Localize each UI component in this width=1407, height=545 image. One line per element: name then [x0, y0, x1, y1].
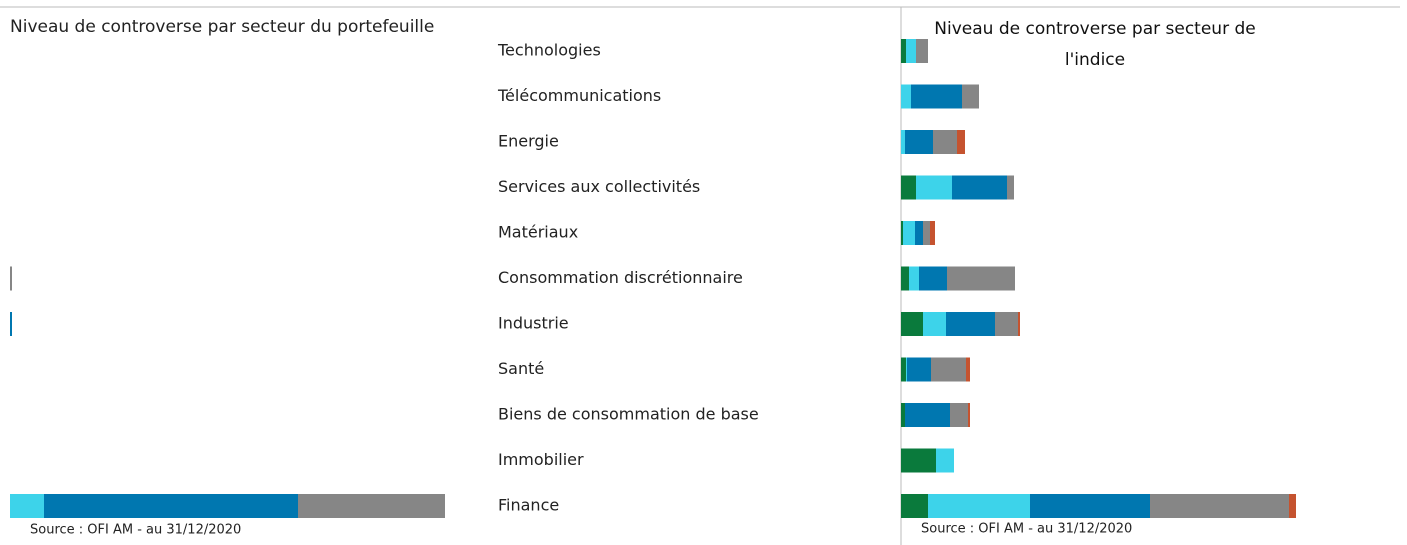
category-label: Industrie [498, 314, 569, 333]
bar-segment [947, 266, 1015, 291]
bar-segment [931, 357, 966, 382]
chart-title: Niveau de controverse par secteur de l'i… [934, 19, 1256, 70]
bar-segment [901, 403, 905, 427]
bar-segment [905, 130, 933, 154]
category-label: Technologies [497, 41, 601, 60]
category-label: Energie [498, 132, 559, 151]
bar-segment [1150, 494, 1289, 518]
bar-segment [1007, 175, 1014, 200]
bar-segment [903, 221, 915, 245]
bar-segment [901, 130, 905, 154]
bar-segment [901, 312, 923, 336]
category-label: Immobilier [498, 450, 584, 469]
bar-segment [906, 357, 907, 382]
category-label: Télécommunications [497, 86, 661, 105]
bar-segment [923, 221, 930, 245]
category-label: Services aux collectivités [498, 177, 700, 196]
bar-segment [933, 130, 957, 154]
category-label: Biens de consommation de base [498, 405, 759, 424]
bar-segment [905, 403, 950, 427]
bar-segment [909, 266, 919, 291]
bar-segment [957, 130, 965, 154]
bar-segment [923, 312, 946, 336]
bar-segment [962, 84, 979, 109]
bar-segment [950, 403, 968, 427]
bar-segment [10, 312, 12, 336]
category-label: Santé [498, 359, 544, 378]
bar-segment [916, 39, 928, 63]
category-label: Matériaux [498, 223, 578, 242]
bar-segment [995, 312, 1018, 336]
bar-segment [919, 266, 947, 291]
bar-segment [901, 84, 911, 109]
bar-segment [44, 494, 298, 518]
bar-segment [901, 221, 903, 245]
bar-segment [901, 39, 906, 63]
bar-segment [968, 403, 970, 427]
bar-segment [915, 221, 923, 245]
bar-segment [906, 39, 916, 63]
bar-segment [936, 448, 954, 473]
bar-segment [901, 266, 909, 291]
bar-segment [952, 175, 1007, 200]
category-label: Finance [498, 496, 559, 515]
bar-segment [907, 357, 931, 382]
bar-segment [946, 312, 995, 336]
bar-segment [1289, 494, 1296, 518]
bar-segment [901, 494, 928, 518]
bar-segment [911, 84, 962, 109]
chart-title: Niveau de controverse par secteur du por… [10, 17, 434, 37]
bar-segment [966, 357, 970, 382]
source: Source : OFI AM - au 31/12/2020 [921, 522, 1132, 537]
bar-segment [928, 494, 1030, 518]
bar-segment [10, 494, 44, 518]
bar-segment [916, 175, 952, 200]
bar-segment [901, 448, 936, 473]
bar-segment [10, 266, 12, 291]
bar-segment [1018, 312, 1020, 336]
category-label: Consommation discrétionnaire [498, 268, 743, 287]
bar-segment [901, 175, 916, 200]
bar-segment [1030, 494, 1150, 518]
source: Source : OFI AM - au 31/12/2020 [30, 523, 241, 538]
bar-segment [930, 221, 935, 245]
bar-segment [901, 357, 906, 382]
bar-segment [298, 494, 445, 518]
